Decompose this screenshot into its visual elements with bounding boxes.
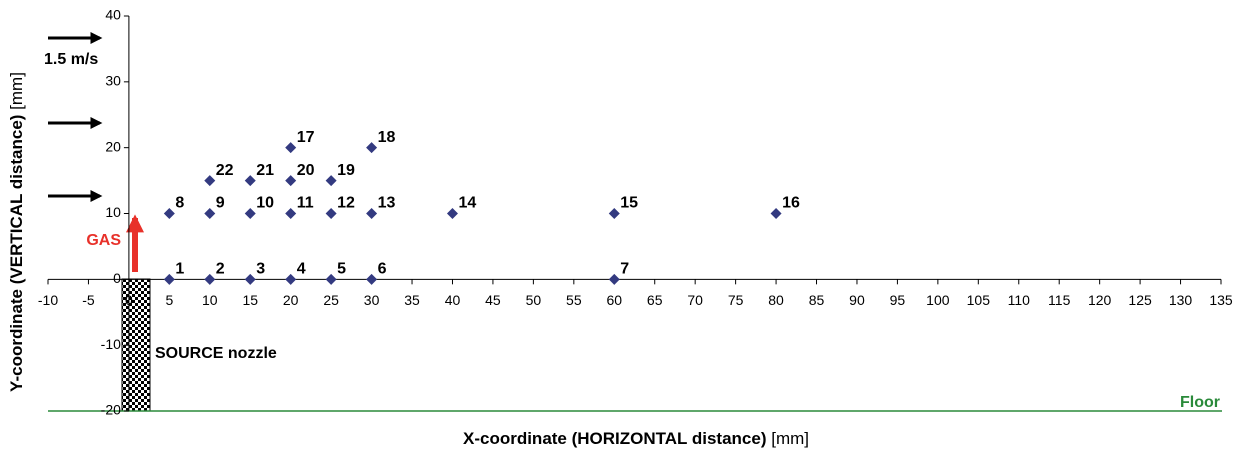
point-label: 1 — [175, 261, 184, 278]
point-label: 3 — [256, 261, 265, 278]
point-label: 18 — [378, 129, 396, 146]
data-point — [325, 273, 337, 285]
x-tick-label: 10 — [202, 292, 218, 308]
gas-label: GAS — [86, 232, 121, 249]
point-label: 7 — [620, 261, 629, 278]
y-tick-label: 0 — [113, 270, 121, 286]
point-label: 4 — [297, 261, 306, 278]
point-label: 17 — [297, 129, 315, 146]
x-tick-label: 100 — [926, 292, 950, 308]
point-label: 13 — [378, 195, 396, 212]
x-tick-label: -10 — [38, 292, 58, 308]
x-tick-label: 125 — [1128, 292, 1152, 308]
floor-label: Floor — [1180, 394, 1220, 411]
y-tick-label: 20 — [105, 138, 121, 154]
velocity-label: 1.5 m/s — [44, 51, 98, 68]
data-point — [163, 208, 175, 219]
data-point — [285, 142, 297, 154]
x-tick-label: 130 — [1169, 292, 1193, 308]
y-tick-label: -10 — [101, 336, 121, 352]
x-tick-label: -5 — [82, 292, 95, 308]
x-tick-label: 0 — [125, 292, 133, 308]
x-tick-label: 60 — [606, 292, 622, 308]
point-label: 15 — [620, 195, 638, 212]
x-tick-label: 35 — [404, 292, 420, 308]
data-point — [366, 273, 378, 285]
x-tick-label: 80 — [768, 292, 784, 308]
data-point — [608, 208, 620, 219]
point-label: 19 — [337, 162, 355, 179]
point-label: 5 — [337, 261, 346, 278]
y-axis-title: Y-coordinate (VERTICAL distance) [mm] — [7, 72, 26, 392]
data-point — [285, 208, 297, 219]
x-tick-label: 85 — [809, 292, 825, 308]
point-label: 22 — [216, 162, 234, 179]
point-label: 6 — [378, 261, 387, 278]
x-tick-label: 15 — [242, 292, 258, 308]
point-label: 10 — [256, 195, 274, 212]
point-label: 2 — [216, 261, 225, 278]
data-point — [244, 208, 256, 219]
data-point — [325, 208, 337, 219]
x-tick-label: 55 — [566, 292, 582, 308]
x-tick-label: 20 — [283, 292, 299, 308]
point-label: 16 — [782, 195, 800, 212]
x-tick-label: 25 — [323, 292, 339, 308]
x-tick-label: 105 — [967, 292, 991, 308]
data-point — [285, 175, 297, 187]
data-point — [770, 208, 782, 219]
data-point — [285, 273, 297, 285]
x-tick-label: 90 — [849, 292, 865, 308]
data-point — [244, 273, 256, 285]
point-label: 8 — [175, 195, 184, 212]
point-label: 12 — [337, 195, 355, 212]
x-axis-label: X-coordinate (HORIZONTAL distance) — [463, 429, 767, 448]
y-tick-label: 10 — [105, 204, 121, 220]
data-point — [366, 142, 378, 154]
x-tick-label: 40 — [445, 292, 461, 308]
y-tick-label: 40 — [105, 7, 121, 23]
y-tick-label: 30 — [105, 73, 121, 89]
data-point — [244, 175, 256, 187]
data-point — [366, 208, 378, 219]
x-tick-label: 70 — [687, 292, 703, 308]
y-tick-label: -20 — [101, 402, 121, 418]
point-label: 9 — [216, 195, 225, 212]
point-label: 14 — [458, 195, 476, 212]
x-axis-title: X-coordinate (HORIZONTAL distance) [mm] — [463, 429, 809, 448]
x-axis-unit: [mm] — [771, 429, 809, 448]
x-tick-label: 110 — [1008, 292, 1031, 308]
x-tick-label: 75 — [728, 292, 744, 308]
data-point — [608, 273, 620, 285]
x-tick-label: 45 — [485, 292, 501, 308]
x-tick-label: 115 — [1048, 292, 1071, 308]
x-tick-label: 65 — [647, 292, 663, 308]
data-point — [325, 175, 337, 187]
x-tick-label: 50 — [526, 292, 542, 308]
data-point — [163, 273, 175, 285]
data-point — [204, 273, 216, 285]
x-tick-label: 5 — [165, 292, 173, 308]
point-label: 21 — [256, 162, 274, 179]
point-label: 20 — [297, 162, 315, 179]
data-point — [446, 208, 458, 219]
x-tick-label: 30 — [364, 292, 380, 308]
x-tick-label: 95 — [890, 292, 906, 308]
y-axis-unit: [mm] — [7, 72, 26, 110]
y-axis-label: Y-coordinate (VERTICAL distance) — [7, 115, 26, 392]
source-label: SOURCE nozzle — [155, 345, 277, 362]
data-point — [204, 175, 216, 187]
data-point — [204, 208, 216, 219]
point-label: 11 — [297, 195, 314, 212]
x-tick-label: 120 — [1088, 292, 1112, 308]
x-tick-label: 135 — [1209, 292, 1233, 308]
